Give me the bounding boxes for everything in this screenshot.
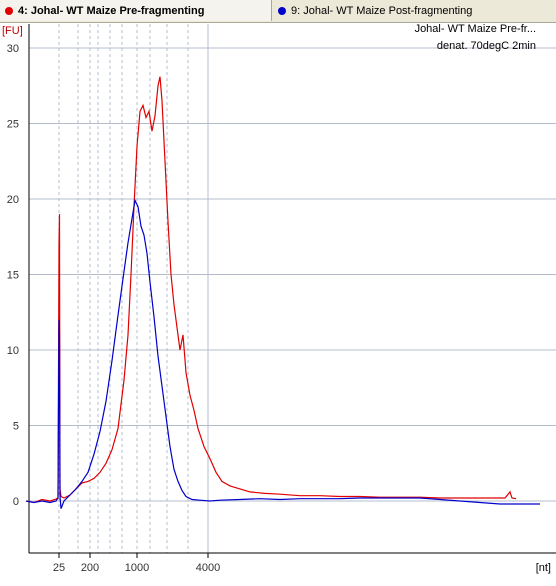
y-tick-label: 30	[7, 43, 19, 55]
blue-dot-icon	[278, 6, 286, 15]
y-tick-label: 20	[7, 194, 19, 206]
x-tick-label: 1000	[125, 562, 149, 574]
annotation-denat: denat. 70degC 2min	[437, 40, 536, 52]
y-tick-label: 15	[7, 270, 19, 282]
x-tick-label: 4000	[196, 562, 220, 574]
y-tick-label: 10	[7, 345, 19, 357]
tab-sample-9[interactable]: 9: Johal- WT Maize Post-fragmenting	[273, 0, 556, 21]
x-tick-label: 200	[81, 562, 99, 574]
grid-lines	[29, 24, 556, 553]
x-tick-labels: 25 200 1000 4000	[53, 553, 220, 574]
series-group	[25, 76, 540, 509]
sample-tab-bar: 4: Johal- WT Maize Pre-fragmenting 9: Jo…	[0, 0, 556, 23]
series-line-post-fragmenting	[25, 198, 540, 509]
y-tick-label: 25	[7, 119, 19, 131]
tab-label: 4: Johal- WT Maize Pre-fragmenting	[18, 4, 205, 17]
y-tick-label: 5	[13, 421, 19, 433]
tab-label: 9: Johal- WT Maize Post-fragmenting	[291, 4, 473, 17]
tab-sample-4[interactable]: 4: Johal- WT Maize Pre-fragmenting	[0, 0, 272, 21]
electropherogram-chart: 0 5 10 15 20 25 30 25 200 1000 4000 [FU] [nt] Joh…	[2, 23, 556, 574]
series-line-pre-fragmenting	[25, 76, 517, 504]
y-tick-labels: 0 5 10 15 20 25 30	[7, 43, 19, 508]
red-dot-icon	[5, 6, 13, 15]
y-tick-label: 0	[13, 496, 19, 508]
y-axis-label: [FU]	[2, 25, 23, 37]
annotation-sample: Johal- WT Maize Pre-fr...	[415, 23, 536, 35]
x-tick-label: 25	[53, 562, 65, 574]
x-axis-label: [nt]	[536, 562, 551, 574]
